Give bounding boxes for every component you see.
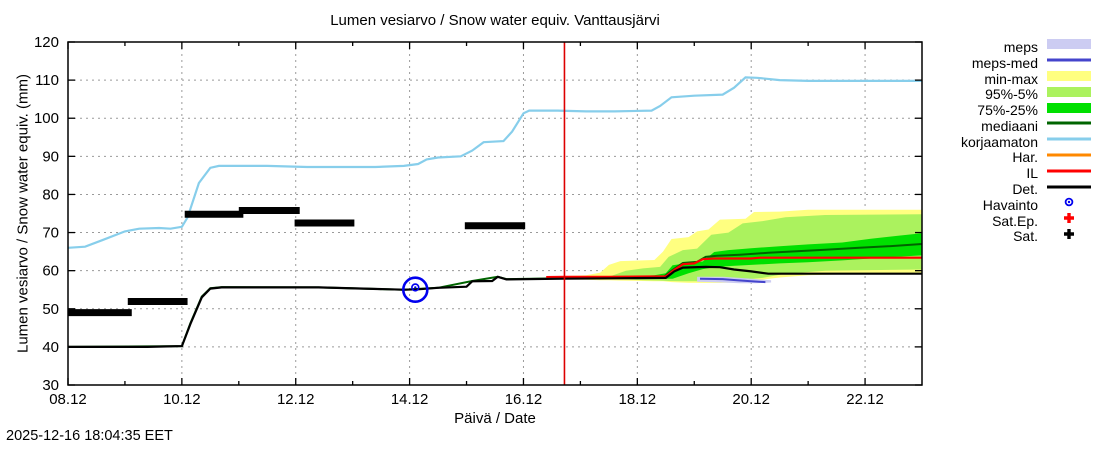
- legend-label: 75%-25%: [977, 102, 1038, 119]
- legend-item-75-25: 75%-25%: [961, 102, 1092, 118]
- svg-text:80: 80: [42, 186, 59, 203]
- legend-label: Det.: [1012, 181, 1038, 198]
- svg-text:100: 100: [34, 110, 59, 127]
- legend-item-sat-ep: Sat.Ep.: [961, 213, 1092, 229]
- legend-item-95-5: 95%-5%: [961, 86, 1092, 102]
- x-tick-labels: 08.12 10.12 12.12 14.12 16.12 18.12 20.12 22.12: [49, 391, 884, 408]
- legend-item-korjaamaton: korjaamaton: [961, 134, 1092, 150]
- svg-text:120: 120: [34, 34, 59, 51]
- timestamp: 2025-12-16 18:04:35 EET: [6, 428, 173, 444]
- legend-item-har: Har.: [961, 148, 1092, 167]
- legend-swatch-line: [1046, 116, 1092, 135]
- legend-swatch-plus-marker: [1046, 227, 1092, 246]
- line-IL: [546, 256, 922, 279]
- legend-item-il: IL: [961, 165, 1092, 181]
- legend-label: Havainto: [982, 196, 1038, 213]
- legend-swatch-line: [1046, 132, 1092, 151]
- plot-border: [67, 41, 923, 386]
- legend-label: IL: [1026, 165, 1038, 182]
- chart-legend: meps meps-med min-max 95%-5% 75%-25% mediaani…: [961, 39, 1092, 244]
- chart-title: Lumen vesiarvo / Snow water equiv. Vantt…: [330, 12, 660, 29]
- legend-label: Har.: [1012, 149, 1038, 166]
- legend-item-det: Det.: [961, 181, 1092, 197]
- legend-swatch-circle-marker: [1046, 195, 1092, 214]
- havainto-marker: [401, 276, 429, 304]
- legend-label: korjaamaton: [960, 133, 1038, 150]
- legend-item-meps-med: meps-med: [961, 55, 1092, 71]
- svg-text:08.12: 08.12: [49, 391, 87, 408]
- svg-text:22.12: 22.12: [846, 391, 884, 408]
- legend-swatch-line: [1046, 53, 1092, 72]
- svg-text:60: 60: [42, 263, 59, 280]
- legend-label: min-max: [984, 70, 1038, 87]
- legend-label: meps-med: [971, 54, 1038, 71]
- legend-label: meps: [1003, 38, 1038, 55]
- legend-item-havainto: Havainto: [961, 197, 1092, 213]
- svg-text:20.12: 20.12: [732, 391, 770, 408]
- svg-text:16.12: 16.12: [505, 391, 543, 408]
- svg-text:10.12: 10.12: [163, 391, 201, 408]
- legend-item-min-max: min-max: [961, 71, 1092, 87]
- line-meps-med: [699, 277, 766, 284]
- legend-swatch-band: [1046, 69, 1092, 88]
- svg-text:90: 90: [42, 148, 59, 165]
- svg-text:50: 50: [42, 301, 59, 318]
- legend-label: mediaani: [981, 117, 1038, 134]
- x-axis-label: Päivä / Date: [454, 410, 536, 427]
- svg-text:40: 40: [42, 339, 59, 356]
- legend-swatch-line: [1046, 180, 1092, 199]
- svg-text:30: 30: [42, 377, 59, 394]
- axis-ticks: [67, 41, 922, 386]
- legend-swatch-plus-marker: [1046, 211, 1092, 230]
- svg-text:110: 110: [35, 72, 59, 89]
- legend-label: 95%-5%: [985, 86, 1038, 103]
- svg-text:70: 70: [42, 225, 59, 242]
- legend-label: Sat.: [1013, 228, 1038, 245]
- line-korjaamaton: [67, 76, 922, 249]
- legend-swatch-band: [1046, 85, 1092, 104]
- legend-item-meps: meps: [961, 39, 1092, 55]
- svg-text:18.12: 18.12: [619, 391, 657, 408]
- legend-label: Sat.Ep.: [992, 212, 1038, 229]
- legend-swatch-band: [1046, 37, 1092, 56]
- sat-bars: [68, 206, 526, 317]
- line-Det: [68, 265, 922, 348]
- svg-text:12.12: 12.12: [277, 391, 315, 408]
- legend-item-sat: Sat.: [961, 227, 1092, 246]
- legend-swatch-line: [1046, 164, 1092, 183]
- legend-swatch-band: [1046, 101, 1092, 120]
- legend-swatch-line: [1046, 148, 1092, 167]
- gridlines: [68, 42, 922, 385]
- svg-text:14.12: 14.12: [391, 391, 429, 408]
- y-tick-labels: 30 40 50 60 70 80 90 100 110 120: [34, 34, 59, 394]
- legend-item-mediaani: mediaani: [961, 118, 1092, 134]
